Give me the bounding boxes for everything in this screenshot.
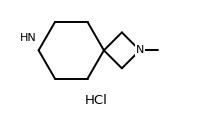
Text: N: N <box>136 45 144 55</box>
Text: HCl: HCl <box>84 94 107 107</box>
Text: HN: HN <box>20 33 37 43</box>
